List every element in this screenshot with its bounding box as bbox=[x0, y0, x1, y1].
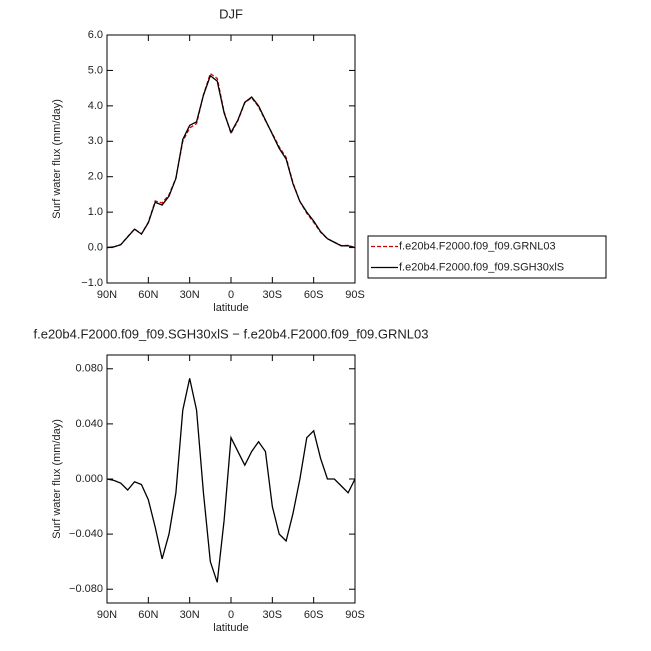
chart-title: f.e20b4.F2000.f09_f09.SGH30xlS − f.e20b4… bbox=[34, 326, 429, 341]
y-tick-label: 4.0 bbox=[88, 100, 103, 112]
y-tick-label: 1.0 bbox=[88, 206, 103, 218]
x-tick-label: 30S bbox=[263, 289, 283, 301]
y-tick-label: −0.040 bbox=[69, 528, 103, 540]
y-tick-label: 2.0 bbox=[88, 171, 103, 183]
x-tick-label: 90N bbox=[97, 609, 117, 621]
legend-label: f.e20b4.F2000.f09_f09.GRNL03 bbox=[399, 240, 556, 252]
y-tick-label: 6.0 bbox=[88, 29, 103, 41]
plot-frame bbox=[106, 34, 356, 284]
y-tick-label: 0.0 bbox=[88, 241, 103, 253]
chart-title: DJF bbox=[219, 6, 243, 21]
legend-label: f.e20b4.F2000.f09_f09.SGH30xlS bbox=[399, 261, 564, 273]
x-tick-label: 60S bbox=[304, 609, 324, 621]
y-tick-label: 0.000 bbox=[75, 473, 103, 485]
x-tick-label: 60S bbox=[304, 289, 324, 301]
x-tick-label: 60N bbox=[138, 289, 158, 301]
x-axis-label: latitude bbox=[213, 302, 248, 314]
x-tick-label: 30N bbox=[180, 609, 200, 621]
data-line bbox=[106, 72, 356, 249]
y-tick-label: 5.0 bbox=[88, 64, 103, 76]
x-tick-label: 0 bbox=[228, 609, 234, 621]
x-axis-label: latitude bbox=[213, 622, 248, 634]
y-axis-label: Surf water flux (mm/day) bbox=[51, 419, 63, 539]
x-tick-label: 0 bbox=[228, 289, 234, 301]
y-tick-label: 0.080 bbox=[75, 363, 103, 375]
y-tick-label: 3.0 bbox=[88, 135, 103, 147]
x-tick-label: 90N bbox=[97, 289, 117, 301]
y-axis-label: Surf water flux (mm/day) bbox=[51, 99, 63, 219]
legend-box bbox=[367, 235, 607, 279]
plot-frame bbox=[106, 354, 356, 604]
x-tick-label: 30S bbox=[263, 609, 283, 621]
x-tick-label: 90S bbox=[345, 609, 365, 621]
x-tick-label: 60N bbox=[138, 609, 158, 621]
data-line bbox=[106, 378, 356, 583]
data-line bbox=[106, 74, 356, 249]
y-tick-label: −0.080 bbox=[69, 583, 103, 595]
y-tick-label: 0.040 bbox=[75, 418, 103, 430]
x-tick-label: 90S bbox=[345, 289, 365, 301]
x-tick-label: 30N bbox=[180, 289, 200, 301]
y-tick-label: −1.0 bbox=[81, 277, 103, 289]
